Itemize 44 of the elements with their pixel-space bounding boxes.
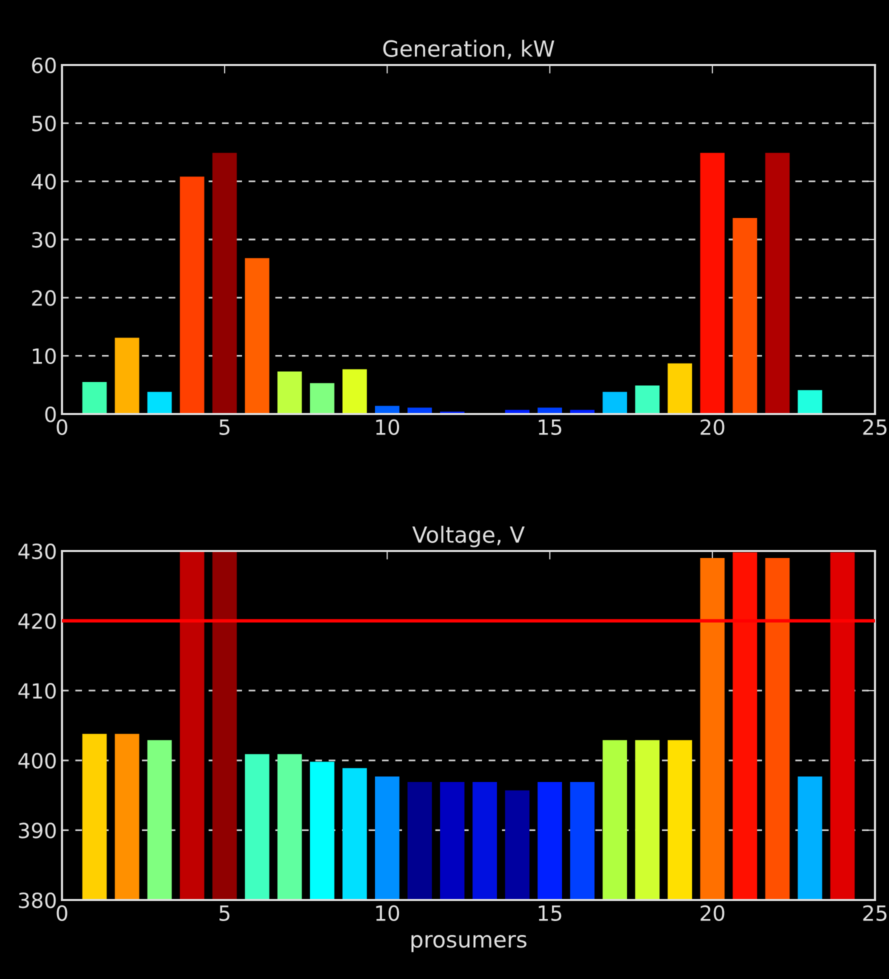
bar	[700, 152, 725, 414]
bar	[180, 176, 204, 414]
y-tick-label: 40	[32, 174, 56, 190]
y-tick-label: 390	[18, 822, 56, 838]
y-tick-label: 0	[45, 406, 56, 422]
x-tick-label: 15	[538, 906, 562, 921]
bar	[310, 383, 334, 414]
bar	[114, 338, 140, 414]
bar	[765, 152, 790, 414]
x-axis-title: prosumers	[412, 935, 526, 952]
y-tick-label: 20	[32, 290, 56, 306]
x-tick-label: 0	[56, 419, 68, 435]
y-tick-label: 400	[18, 752, 56, 769]
x-tick-label: 25	[863, 905, 886, 921]
y-tick-label: 60	[32, 57, 56, 74]
bar	[244, 258, 270, 414]
x-tick-label: 15	[538, 420, 562, 435]
y-tick-label: 380	[18, 892, 56, 908]
x-tick-label: 20	[700, 419, 724, 435]
y-tick-label: 420	[18, 613, 56, 630]
y-tick-label: 30	[32, 232, 56, 248]
x-tick-label: 10	[376, 419, 400, 435]
bar	[82, 382, 107, 414]
bar	[212, 152, 237, 414]
x-tick-label: 20	[700, 905, 724, 921]
y-tick-label: 10	[32, 348, 56, 364]
bar	[798, 390, 822, 414]
bar	[668, 363, 692, 414]
y-tick-label: 430	[18, 543, 56, 560]
bar	[635, 386, 660, 414]
bar	[277, 372, 302, 414]
x-tick-label: 5	[220, 420, 230, 435]
bar	[147, 392, 172, 414]
chart-title: Voltage, V	[412, 526, 525, 548]
y-tick-label: 50	[32, 116, 56, 132]
x-tick-label: 10	[376, 905, 400, 921]
x-tick-label: 0	[56, 905, 68, 921]
x-tick-label: 25	[863, 419, 886, 435]
bar	[602, 392, 628, 414]
bar	[342, 369, 367, 414]
bar	[732, 218, 758, 414]
x-tick-label: 5	[220, 906, 230, 921]
chart-title: Generation, kW	[383, 40, 554, 60]
y-tick-label: 410	[18, 683, 56, 699]
